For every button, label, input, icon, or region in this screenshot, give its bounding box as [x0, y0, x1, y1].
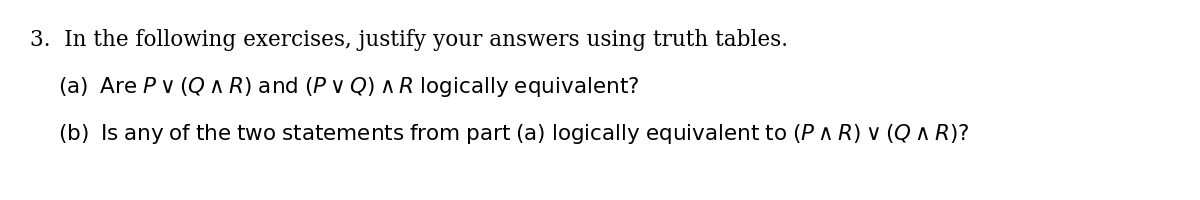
Text: $\mathrm{(a)\;\; Are\;} P \vee (Q \wedge R) \mathrm{\; and\;} (P \vee Q) \wedge : $\mathrm{(a)\;\; Are\;} P \vee (Q \wedge… — [58, 75, 640, 99]
Text: $\mathrm{(b)\;\; Is\; any\; of\; the\; two\; statements\; from\; part\; (a)\; lo: $\mathrm{(b)\;\; Is\; any\; of\; the\; t… — [58, 121, 970, 145]
Text: 3.  In the following exercises, justify your answers using truth tables.: 3. In the following exercises, justify y… — [30, 29, 788, 51]
